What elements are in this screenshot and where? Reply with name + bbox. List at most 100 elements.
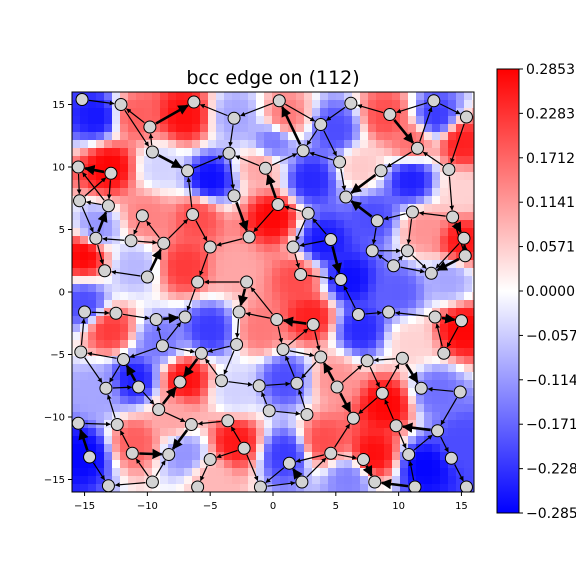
heatmap-cell (120, 236, 129, 245)
heatmap-cell (440, 228, 449, 237)
heatmap-cell (464, 316, 473, 325)
heatmap-cell (280, 300, 289, 309)
heatmap-cell (88, 396, 97, 405)
heatmap-cell (72, 468, 81, 477)
displacement-arrow (246, 454, 259, 481)
heatmap-cell (448, 444, 457, 453)
heatmap-cell (144, 300, 153, 309)
heatmap-cell (432, 204, 441, 213)
heatmap-cell (144, 292, 153, 301)
atom-marker (178, 310, 192, 324)
displacement-arrow (114, 481, 146, 488)
heatmap-cell (88, 204, 97, 213)
heatmap-cell (184, 340, 193, 349)
heatmap-cell (152, 276, 161, 285)
heatmap-cell (416, 292, 425, 301)
atom-marker (282, 456, 296, 470)
heatmap-cell (112, 116, 121, 125)
heatmap-cell (136, 364, 145, 373)
heatmap-cell (184, 436, 193, 445)
heatmap-cell (400, 340, 409, 349)
heatmap-cell (320, 332, 329, 341)
heatmap-cell (136, 92, 145, 101)
heatmap-cell (96, 196, 105, 205)
heatmap-cell (96, 204, 105, 213)
heatmap-cell (384, 100, 393, 109)
heatmap-cell (104, 460, 113, 469)
heatmap-cell (192, 228, 201, 237)
heatmap-cell (360, 236, 369, 245)
heatmap-cell (320, 196, 329, 205)
heatmap-cell (360, 372, 369, 381)
heatmap-cell (72, 156, 81, 165)
heatmap-cell (376, 132, 385, 141)
heatmap-cell (120, 204, 129, 213)
heatmap-cell (256, 396, 265, 405)
heatmap-cell (256, 116, 265, 125)
heatmap-cell (456, 332, 465, 341)
heatmap-cell (224, 404, 233, 413)
heatmap-cell (384, 316, 393, 325)
heatmap-cell (368, 388, 377, 397)
heatmap-cell (136, 268, 145, 277)
heatmap-cell (224, 172, 233, 181)
heatmap-cell (240, 212, 249, 221)
heatmap-cell (472, 164, 474, 173)
heatmap-cell (392, 460, 401, 469)
heatmap-cell (128, 316, 137, 325)
heatmap-cell (256, 436, 265, 445)
heatmap-cell (152, 108, 161, 117)
heatmap-cell (112, 356, 121, 365)
heatmap-cell (280, 396, 289, 405)
heatmap-cell (152, 324, 161, 333)
heatmap-cell (360, 292, 369, 301)
heatmap-cell (408, 412, 417, 421)
heatmap-cell (160, 428, 169, 437)
heatmap-cell (216, 412, 225, 421)
heatmap-cell (96, 132, 105, 141)
displacement-arrow (281, 106, 302, 145)
atom-markers (72, 93, 473, 492)
heatmap-cell (248, 356, 257, 365)
heatmap-cell (264, 156, 273, 165)
heatmap-cell (128, 228, 137, 237)
heatmap-cell (264, 316, 273, 325)
heatmap-cell (400, 108, 409, 117)
heatmap-cell (160, 284, 169, 293)
heatmap-cell (80, 156, 89, 165)
heatmap-cell (72, 460, 81, 469)
x-tick-label: −10 (137, 501, 158, 512)
heatmap-cell (216, 196, 225, 205)
heatmap-cell (160, 356, 169, 365)
heatmap-cell (400, 484, 409, 492)
heatmap-cell (344, 204, 353, 213)
heatmap-cell (376, 420, 385, 429)
displacement-arrow (323, 130, 337, 157)
heatmap-cell (264, 484, 273, 492)
heatmap-cell (464, 364, 473, 373)
heatmap-cell (248, 412, 257, 421)
heatmap-cell (432, 220, 441, 229)
heatmap-cell (176, 188, 185, 197)
heatmap-cell (88, 484, 97, 492)
displacement-arrow (157, 154, 183, 169)
heatmap-cell (296, 356, 305, 365)
heatmap-cell (288, 276, 297, 285)
heatmap-cell (272, 124, 281, 133)
heatmap-cell (472, 348, 474, 357)
heatmap-cell (160, 412, 169, 421)
heatmap-cell (232, 324, 241, 333)
heatmap-cell (328, 356, 337, 365)
heatmap-cell (160, 332, 169, 341)
heatmap-cell (304, 220, 313, 229)
heatmap-cell (224, 188, 233, 197)
heatmap-cell (376, 484, 385, 492)
heatmap-cell (152, 372, 161, 381)
heatmap-cell (128, 108, 137, 117)
heatmap-cell (128, 404, 137, 413)
heatmap-cell (448, 380, 457, 389)
heatmap-cell (272, 228, 281, 237)
displacement-arrow (229, 160, 236, 190)
atom-marker (114, 98, 128, 111)
heatmap-cell (432, 460, 441, 469)
